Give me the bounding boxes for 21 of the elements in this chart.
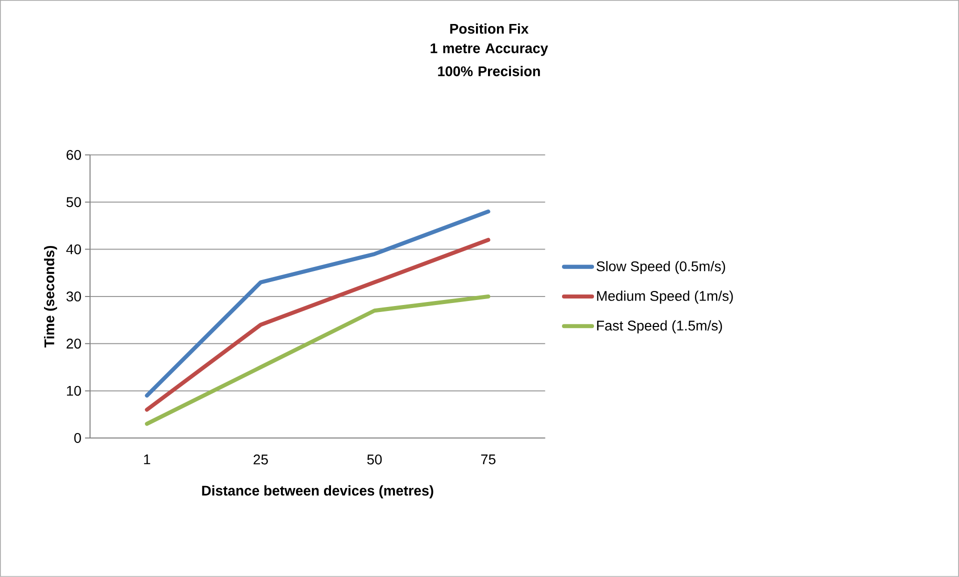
y-tick-label: 30: [66, 292, 81, 302]
x-tick-label: 75: [481, 454, 496, 464]
y-tick-label: 20: [66, 338, 81, 349]
legend-label: Medium Speed (1m/s): [597, 290, 733, 304]
x-tick-label: 25: [254, 454, 268, 464]
chart-subtitle: 1 metre Accuracy 100% Precision: [430, 43, 548, 76]
y-tick-label: 0: [74, 433, 81, 443]
y-tick-label: 10: [67, 386, 81, 396]
line-series: [144, 238, 490, 412]
x-tick-label: 1: [144, 454, 150, 464]
y-tick-label: 60: [66, 150, 81, 160]
x-axis-title: Distance between devices (metres): [202, 485, 434, 498]
line-series: [144, 210, 490, 398]
x-tick-label: 50: [367, 454, 382, 464]
chart-title: Position Fix: [450, 23, 529, 34]
y-axis-title: Time (seconds): [44, 246, 58, 348]
y-tick-label: 50: [66, 197, 81, 208]
legend-label: Slow Speed (0.5m/s): [596, 261, 726, 274]
legend-label: Fast Speed (1.5m/s): [597, 320, 722, 334]
y-tick-label: 40: [66, 244, 81, 254]
line-series: [144, 294, 490, 426]
